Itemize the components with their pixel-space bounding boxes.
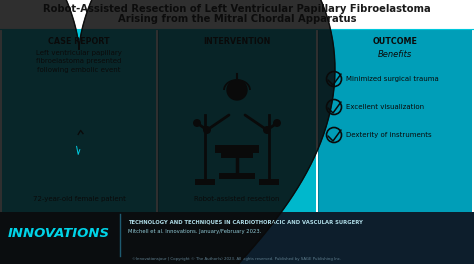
- Circle shape: [203, 126, 211, 134]
- Text: INNOVATIONS: INNOVATIONS: [8, 227, 110, 240]
- Text: Left ventricular papillary
fibroelastoma presented
following embolic event: Left ventricular papillary fibroelastoma…: [36, 50, 122, 73]
- Text: INTERVENTION: INTERVENTION: [203, 37, 271, 46]
- Bar: [2, 30, 156, 212]
- Text: ©Innovationsjour | Copyright © The Author(s) 2023. All rights reserved. Publishe: ©Innovationsjour | Copyright © The Autho…: [132, 257, 342, 261]
- Bar: [215, 145, 259, 153]
- Text: Arising from the Mitral Chordal Apparatus: Arising from the Mitral Chordal Apparatu…: [118, 14, 356, 24]
- Text: Dexterity of instruments: Dexterity of instruments: [346, 132, 432, 138]
- Text: Robot-Assisted Resection of Left Ventricular Papillary Fibroelastoma: Robot-Assisted Resection of Left Ventric…: [43, 4, 431, 14]
- Text: Minimized surgical trauma: Minimized surgical trauma: [346, 76, 439, 82]
- Circle shape: [273, 119, 281, 127]
- Text: OUTCOME: OUTCOME: [373, 37, 418, 46]
- Circle shape: [263, 126, 271, 134]
- Text: Robot-assisted resection: Robot-assisted resection: [194, 196, 280, 202]
- Text: CASE REPORT: CASE REPORT: [48, 37, 110, 46]
- Text: Mitchell et al. Innovations. January/February 2023.: Mitchell et al. Innovations. January/Feb…: [128, 229, 261, 234]
- Bar: [221, 153, 253, 158]
- Text: Excellent visualization: Excellent visualization: [346, 104, 424, 110]
- Polygon shape: [0, 0, 335, 264]
- Bar: [259, 179, 279, 185]
- Bar: [219, 173, 255, 179]
- Bar: [0, 212, 474, 264]
- Text: TECHNOLOGY AND TECHNIQUES IN CARDIOTHORACIC AND VASCULAR SURGERY: TECHNOLOGY AND TECHNIQUES IN CARDIOTHORA…: [128, 220, 363, 225]
- Bar: [158, 30, 316, 212]
- Bar: [195, 179, 215, 185]
- Text: Benefits: Benefits: [378, 50, 412, 59]
- Text: 72-year-old female patient: 72-year-old female patient: [33, 196, 126, 202]
- Bar: [318, 30, 472, 212]
- Circle shape: [227, 80, 247, 100]
- Circle shape: [193, 119, 201, 127]
